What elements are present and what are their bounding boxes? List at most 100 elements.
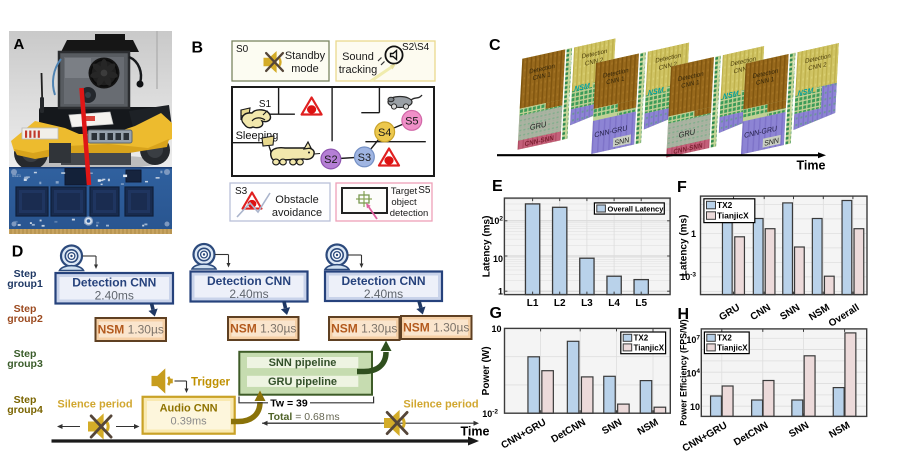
svg-text:TX2: TX2 — [634, 334, 649, 343]
svg-text:Detection CNN: Detection CNN — [341, 274, 425, 288]
svg-text:TianjicX: TianjicX — [717, 343, 748, 352]
svg-text:mode: mode — [291, 63, 319, 75]
svg-text:A: A — [14, 36, 25, 53]
svg-text:05Z1: 05Z1 — [12, 173, 22, 178]
svg-text:Power (W): Power (W) — [481, 346, 492, 395]
svg-text:L1: L1 — [527, 298, 539, 309]
svg-text:group3: group3 — [7, 358, 43, 370]
svg-text:Target: Target — [391, 186, 418, 197]
svg-text:F: F — [677, 179, 687, 196]
svg-text:102: 102 — [489, 216, 503, 227]
svg-text:NSM: NSM — [648, 85, 665, 98]
svg-text:TX2: TX2 — [717, 334, 732, 343]
svg-text:TX2: TX2 — [717, 200, 733, 210]
svg-text:Trigger: Trigger — [191, 377, 231, 389]
svg-text:TianjicX: TianjicX — [634, 343, 665, 352]
svg-text:group2: group2 — [7, 313, 43, 325]
svg-text:Step: Step — [14, 303, 37, 315]
svg-text:2.40ms: 2.40ms — [364, 287, 403, 301]
svg-text:TianjicX: TianjicX — [717, 211, 749, 221]
svg-text:10-3: 10-3 — [680, 272, 696, 283]
svg-text:Overall Latency: Overall Latency — [608, 204, 665, 213]
svg-text:L2: L2 — [554, 298, 566, 309]
svg-text:SerDes: SerDes — [568, 54, 573, 69]
svg-text:CNN 1: CNN 1 — [532, 71, 551, 82]
svg-text:NSM: NSM — [723, 88, 740, 101]
svg-text:S2\S4: S2\S4 — [402, 42, 430, 53]
svg-text:1: 1 — [691, 229, 696, 239]
svg-text:0.39ms: 0.39ms — [171, 416, 208, 428]
svg-text:NSM: NSM — [797, 85, 814, 98]
svg-text:SerDes: SerDes — [790, 97, 795, 112]
svg-text:107: 107 — [686, 335, 700, 346]
svg-text:Standby: Standby — [285, 50, 326, 62]
svg-text:S3: S3 — [358, 152, 371, 164]
svg-text:Audio CNN: Audio CNN — [160, 403, 218, 415]
svg-text:SerDes: SerDes — [642, 58, 647, 73]
svg-text:SerDes: SerDes — [715, 100, 720, 115]
svg-text:2.40ms: 2.40ms — [95, 289, 134, 303]
svg-text:NSM 1.30µs: NSM 1.30µs — [331, 322, 397, 336]
svg-text:NSM 1.30µs: NSM 1.30µs — [403, 321, 469, 335]
svg-text:Power Efficiency (FPS/W): Power Efficiency (FPS/W) — [679, 319, 689, 426]
svg-text:D: D — [12, 244, 24, 261]
svg-text:CNN 1: CNN 1 — [681, 79, 700, 90]
svg-text:Step: Step — [14, 268, 37, 280]
svg-text:SerDes: SerDes — [566, 92, 571, 107]
svg-text:L5: L5 — [635, 298, 647, 309]
svg-text:Detection CNN: Detection CNN — [207, 274, 291, 288]
svg-text:SerDes: SerDes — [792, 59, 797, 74]
svg-text:104: 104 — [686, 368, 700, 379]
svg-text:SNN: SNN — [614, 135, 629, 147]
svg-text:detection: detection — [390, 208, 429, 219]
svg-text:SerDes: SerDes — [717, 62, 722, 77]
svg-text:10: 10 — [491, 324, 501, 334]
svg-text:SNN pipeline: SNN pipeline — [269, 357, 337, 369]
svg-text:S5: S5 — [405, 115, 418, 127]
svg-text:L4: L4 — [608, 298, 620, 309]
svg-text:10: 10 — [493, 254, 503, 264]
svg-text:CNN 1: CNN 1 — [606, 75, 625, 86]
svg-text:S1: S1 — [259, 99, 272, 110]
svg-text:CNN 2: CNN 2 — [733, 64, 752, 75]
svg-text:G: G — [490, 305, 502, 322]
svg-text:S4: S4 — [378, 127, 391, 139]
svg-text:Step: Step — [14, 394, 37, 406]
svg-text:avoidance: avoidance — [272, 207, 322, 219]
svg-text:CNN 2: CNN 2 — [658, 61, 677, 72]
svg-text:Latency (ms): Latency (ms) — [482, 216, 493, 278]
svg-text:GRU: GRU — [530, 119, 547, 132]
svg-text:Detection CNN: Detection CNN — [72, 276, 156, 290]
svg-text:object: object — [391, 197, 417, 208]
svg-text:▌▌▌▌: ▌▌▌▌ — [25, 130, 42, 138]
svg-text:Time: Time — [461, 425, 490, 439]
svg-text:tracking: tracking — [339, 64, 378, 76]
svg-text:Step: Step — [14, 348, 37, 360]
svg-text:B: B — [192, 40, 204, 57]
svg-text:Obstacle: Obstacle — [275, 194, 318, 206]
svg-text:S3: S3 — [235, 186, 248, 197]
svg-text:SNN: SNN — [764, 136, 779, 148]
svg-text:CNN 1: CNN 1 — [756, 76, 775, 87]
svg-text:Time: Time — [797, 159, 826, 173]
svg-text:S0: S0 — [236, 44, 249, 55]
svg-text:Silence period: Silence period — [57, 399, 132, 411]
svg-text:NSM 1.30µs: NSM 1.30µs — [230, 322, 296, 336]
svg-text:Total = 0.68 ms: Total = 0.68 ms — [268, 411, 340, 423]
svg-text:Silence period: Silence period — [403, 399, 478, 411]
svg-text:H: H — [678, 306, 690, 323]
svg-text:group4: group4 — [7, 404, 43, 416]
svg-text:SerDes: SerDes — [640, 96, 645, 111]
svg-text:1: 1 — [498, 287, 503, 297]
svg-text:L3: L3 — [581, 298, 593, 309]
svg-text:2.40ms: 2.40ms — [229, 287, 268, 301]
svg-text:GRU: GRU — [678, 127, 695, 140]
svg-text:C: C — [489, 37, 501, 54]
svg-text:CNN 2: CNN 2 — [808, 61, 827, 72]
svg-text:GRU pipeline: GRU pipeline — [268, 376, 337, 388]
svg-text:E: E — [492, 178, 503, 195]
svg-text:Latency (ms): Latency (ms) — [679, 215, 690, 277]
svg-text:CNN 2: CNN 2 — [585, 57, 604, 68]
svg-text:10-2: 10-2 — [482, 409, 498, 420]
svg-text:Tw = 39: Tw = 39 — [270, 398, 308, 410]
